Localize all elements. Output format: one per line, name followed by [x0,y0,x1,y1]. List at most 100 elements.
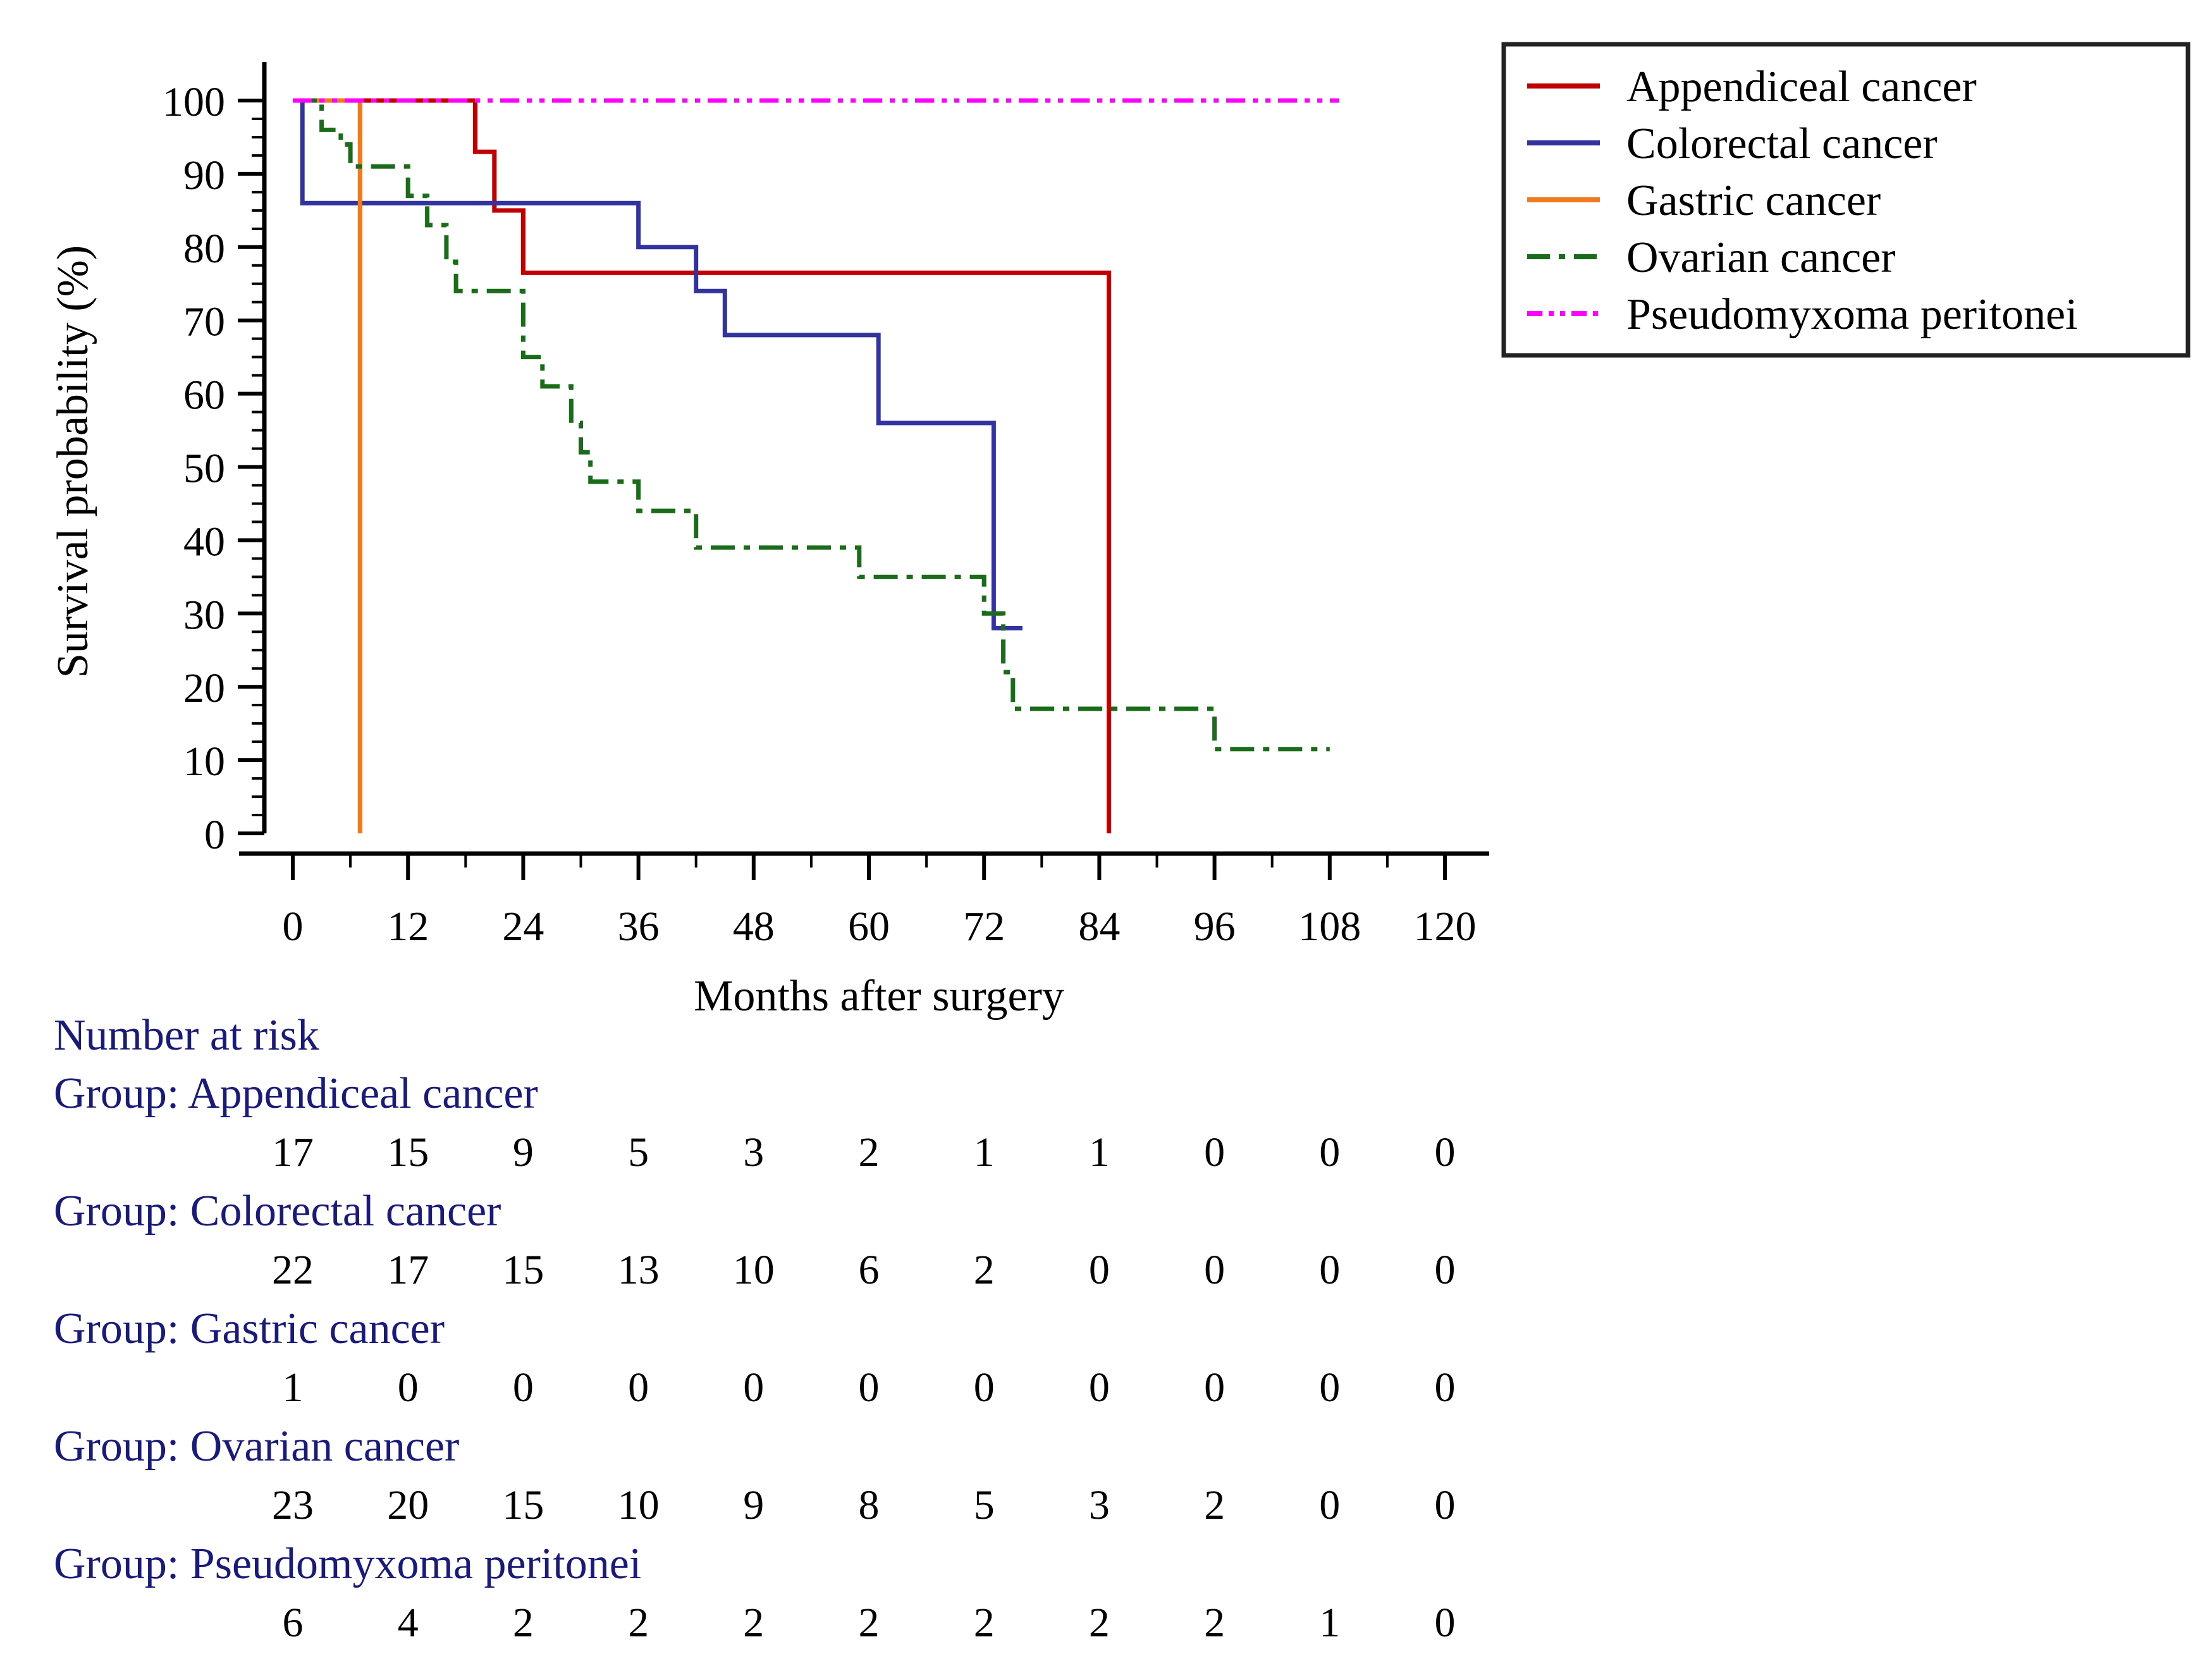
x-tick-label: 24 [502,904,544,950]
risk-count: 13 [618,1247,660,1293]
risk-count: 2 [859,1600,880,1646]
risk-count: 0 [1435,1129,1456,1175]
risk-count: 8 [859,1482,880,1528]
risk-count: 3 [743,1129,764,1175]
risk-count: 0 [1089,1364,1110,1411]
risk-count: 0 [743,1364,764,1411]
y-axis-title: Survival probability (%) [49,245,97,678]
risk-group-label: Group: Pseudomyxoma peritonei [54,1540,641,1588]
risk-table: Number at risk Group: Appendiceal cancer 1… [54,1011,1456,1646]
risk-count: 17 [387,1247,429,1293]
risk-count: 5 [974,1482,995,1528]
y-tick-label: 0 [204,812,225,858]
risk-count: 5 [628,1129,649,1175]
risk-count: 1 [1089,1129,1110,1175]
x-tick-label: 72 [963,904,1005,950]
risk-count: 2 [513,1600,534,1646]
risk-count: 2 [1089,1600,1110,1646]
y-tick-label: 10 [183,739,225,785]
risk-count: 15 [502,1247,544,1293]
y-tick-label: 30 [183,592,225,638]
risk-count: 2 [1204,1482,1225,1528]
legend-entry: Pseudomyxoma peritonei [1626,290,2078,339]
legend-entry: Colorectal cancer [1626,120,1938,168]
y-tick-label: 50 [183,446,225,492]
risk-count: 4 [398,1600,419,1646]
risk-count: 2 [859,1129,880,1175]
risk-group-label: Group: Appendiceal cancer [54,1069,538,1118]
x-tick-label: 36 [618,904,660,950]
risk-count: 0 [628,1364,649,1411]
risk-count: 20 [387,1482,429,1528]
risk-count: 0 [1435,1482,1456,1528]
risk-count: 0 [1204,1247,1225,1293]
risk-count: 0 [1319,1129,1340,1175]
x-tick-label: 0 [283,904,304,950]
risk-count: 1 [1319,1600,1340,1646]
risk-count: 0 [1319,1482,1340,1528]
series-line-appendiceal-cancer [293,98,1112,833]
risk-count: 15 [502,1482,544,1528]
risk-count: 10 [733,1247,775,1293]
series-group [293,98,1339,833]
legend: Appendiceal cancer Colorectal cancer Gastr… [1501,42,2190,358]
risk-count: 1 [283,1364,304,1411]
risk-count: 15 [387,1129,429,1175]
y-tick-label: 80 [183,226,225,272]
y-tick-label: 100 [163,79,225,125]
series-line-ovarian-cancer [293,98,1330,752]
risk-count: 0 [974,1364,995,1411]
risk-count: 23 [272,1482,314,1528]
risk-group-label: Group: Colorectal cancer [54,1187,501,1236]
risk-count: 17 [272,1129,314,1175]
risk-count: 9 [743,1482,764,1528]
x-tick-label: 60 [848,904,890,950]
legend-box [1501,42,2190,358]
risk-group-label: Group: Gastric cancer [54,1304,445,1353]
risk-count: 0 [859,1364,880,1411]
risk-count: 0 [1319,1364,1340,1411]
series-line-colorectal-cancer [300,101,1023,630]
y-tick-label: 20 [183,665,225,711]
risk-count: 0 [1089,1247,1110,1293]
risk-count: 9 [513,1129,534,1175]
x-tick-label: 108 [1298,904,1361,950]
risk-count: 2 [1204,1600,1225,1646]
risk-count: 0 [1435,1600,1456,1646]
risk-count: 2 [628,1600,649,1646]
legend-entry: Gastric cancer [1626,176,1881,225]
y-tick-label: 70 [183,299,225,345]
risk-count: 22 [272,1247,314,1293]
legend-entry: Appendiceal cancer [1626,63,1977,111]
risk-count: 0 [1319,1247,1340,1293]
risk-count: 0 [1204,1364,1225,1411]
x-tick-label: 120 [1414,904,1477,950]
risk-count: 0 [1435,1364,1456,1411]
risk-count: 2 [974,1247,995,1293]
y-tick-label: 40 [183,518,225,565]
x-tick-label: 84 [1078,904,1120,950]
axes-group: 0 10 20 30 40 50 60 70 80 90 100 0 12 24 36 48 60 72 84 96 1… [49,62,1489,1021]
series-line-gastric-cancer [293,98,362,833]
risk-count: 1 [974,1129,995,1175]
risk-count: 10 [618,1482,660,1528]
x-tick-label: 96 [1194,904,1236,950]
y-tick-label: 90 [183,152,225,199]
risk-count: 0 [1204,1129,1225,1175]
risk-count: 3 [1089,1482,1110,1528]
legend-entry: Ovarian cancer [1626,233,1896,282]
y-tick-label: 60 [183,372,225,419]
risk-group-label: Group: Ovarian cancer [54,1422,459,1471]
x-axis-title: Months after surgery [694,972,1064,1021]
risk-count: 2 [743,1600,764,1646]
risk-count: 6 [859,1247,880,1293]
x-tick-label: 12 [387,904,429,950]
risk-count: 0 [1435,1247,1456,1293]
risk-table-title: Number at risk [54,1011,319,1060]
risk-count: 6 [283,1600,304,1646]
risk-count: 0 [513,1364,534,1411]
x-tick-label: 48 [733,904,775,950]
risk-count: 2 [974,1600,995,1646]
